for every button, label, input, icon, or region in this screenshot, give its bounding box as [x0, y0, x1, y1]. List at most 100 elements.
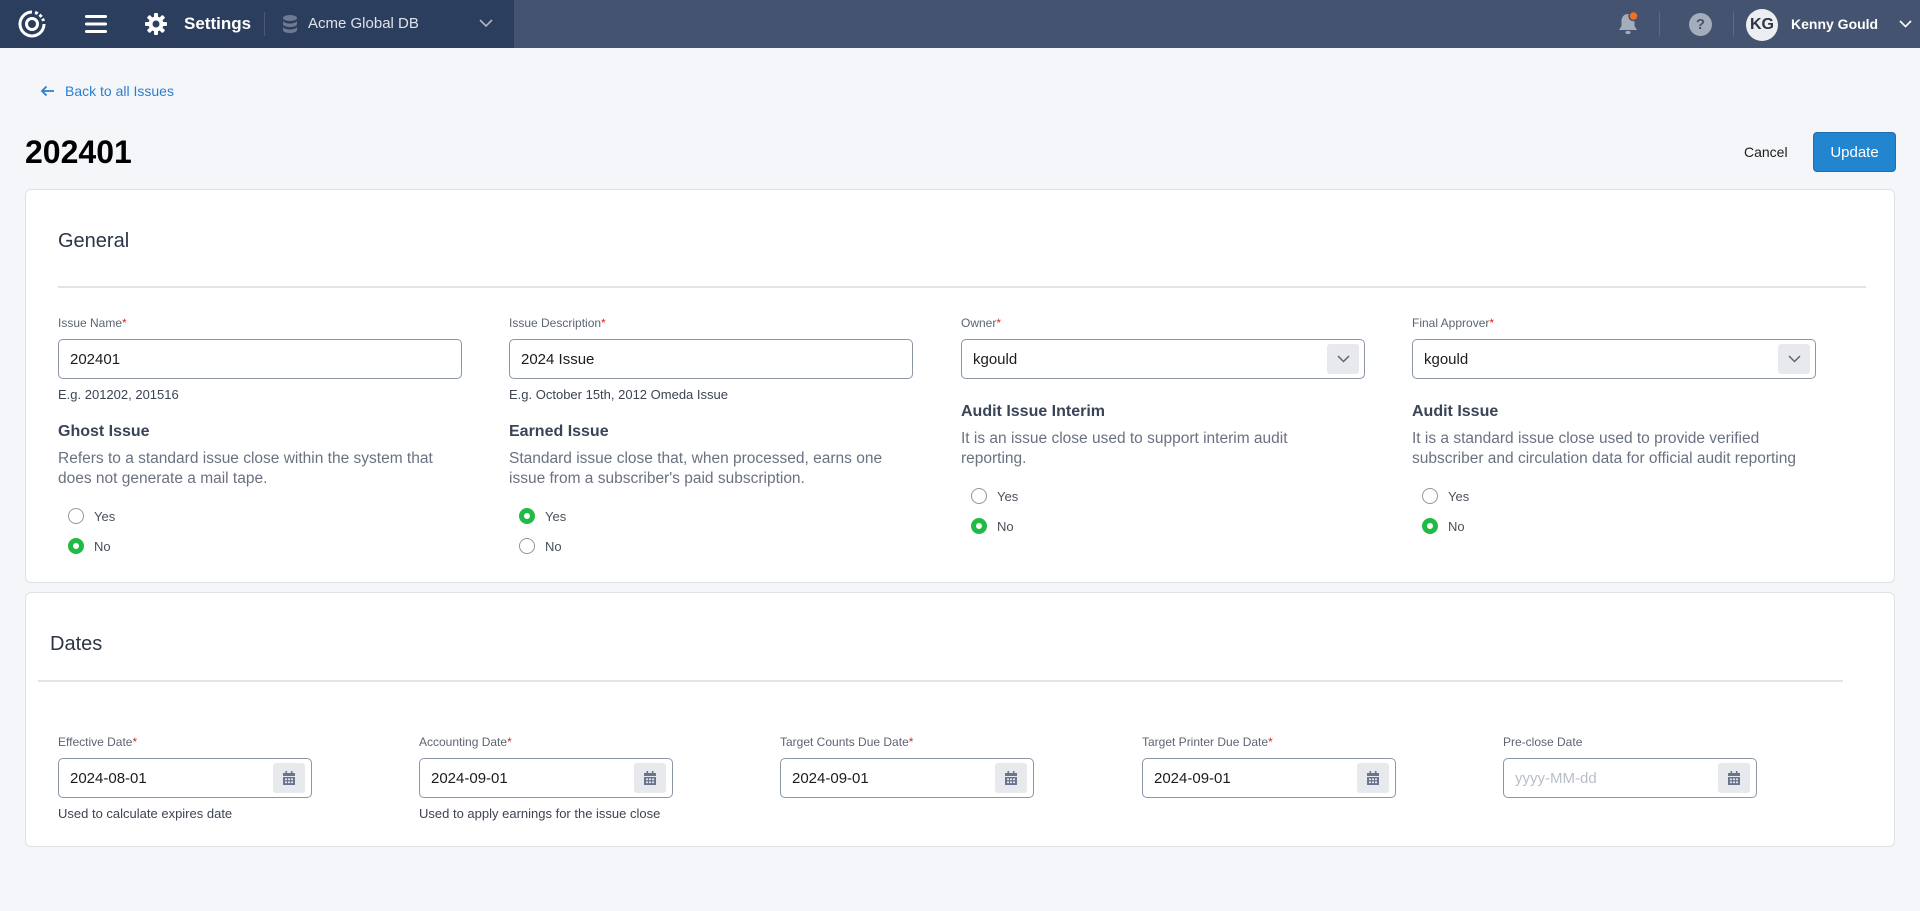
radio-circle-checked[interactable] — [68, 538, 84, 554]
audit-interim-no-radio[interactable]: No — [971, 511, 1365, 541]
radio-circle[interactable] — [1422, 488, 1438, 504]
issue-name-help: E.g. 201202, 201516 — [58, 387, 179, 402]
date-label: Accounting Date — [419, 735, 508, 749]
date-help: Used to apply earnings for the issue clo… — [419, 806, 661, 821]
divider — [38, 680, 1843, 682]
database-selector[interactable]: Acme Global DB — [280, 0, 514, 48]
database-name: Acme Global DB — [308, 15, 419, 32]
date-field: Accounting Date* Used to apply earnings … — [419, 735, 673, 821]
ghost-issue-desc: Refers to a standard issue close within … — [58, 450, 433, 487]
date-input-wrapper[interactable] — [419, 758, 673, 798]
date-input-wrapper[interactable] — [1142, 758, 1396, 798]
date-input-wrapper[interactable] — [1503, 758, 1757, 798]
issue-name-input[interactable]: 202401 — [58, 339, 462, 379]
owner-value: kgould — [973, 350, 1018, 368]
audit-issue-interim-title: Audit Issue Interim — [961, 403, 1106, 420]
radio-circle[interactable] — [971, 488, 987, 504]
audit-issue-desc: It is a standard issue close used to pro… — [1412, 430, 1796, 467]
radio-circle[interactable] — [68, 508, 84, 524]
date-field: Target Counts Due Date* — [780, 735, 1034, 806]
earned-issue-yes-radio[interactable]: Yes — [519, 501, 913, 531]
issue-description-column: Issue Description* 2024 Issue E.g. Octob… — [509, 316, 913, 561]
top-bar: Settings Acme Global DB ? KG Kenny Gould — [0, 0, 1920, 48]
calendar-icon[interactable] — [634, 763, 666, 793]
calendar-icon[interactable] — [1357, 763, 1389, 793]
calendar-icon[interactable] — [273, 763, 305, 793]
radio-label: Yes — [997, 488, 1019, 504]
user-name[interactable]: Kenny Gould — [1791, 16, 1879, 32]
radio-label: Yes — [545, 508, 567, 524]
required-marker: * — [908, 735, 914, 749]
notification-bell-icon[interactable] — [1616, 11, 1640, 37]
radio-label: No — [545, 538, 562, 554]
date-input-wrapper[interactable] — [780, 758, 1034, 798]
radio-circle-checked[interactable] — [971, 518, 987, 534]
audit-issue-yes-radio[interactable]: Yes — [1422, 481, 1816, 511]
date-help: Used to calculate expires date — [58, 806, 233, 821]
app-logo-icon[interactable] — [18, 10, 46, 38]
earned-issue-no-radio[interactable]: No — [519, 531, 913, 561]
date-input[interactable] — [431, 769, 611, 787]
audit-issue-no-radio[interactable]: No — [1422, 511, 1816, 541]
cancel-button[interactable]: Cancel — [1730, 132, 1802, 171]
date-label: Effective Date — [58, 735, 133, 749]
date-label: Target Printer Due Date — [1142, 735, 1269, 749]
gear-icon — [145, 13, 167, 35]
owner-select[interactable]: kgould — [961, 339, 1365, 379]
required-marker: * — [122, 316, 127, 330]
divider — [1733, 12, 1734, 36]
radio-circle-checked[interactable] — [519, 508, 535, 524]
required-marker: * — [507, 735, 512, 749]
radio-label: No — [94, 538, 111, 554]
issue-name-label: Issue Name — [58, 316, 123, 330]
required-marker: * — [996, 316, 1002, 330]
radio-circle[interactable] — [519, 538, 535, 554]
chevron-down-icon[interactable] — [1327, 344, 1359, 374]
audit-issue-interim-desc: It is an issue close used to support int… — [961, 430, 1288, 467]
avatar[interactable]: KG — [1746, 9, 1778, 41]
date-field: Target Printer Due Date* — [1142, 735, 1396, 806]
owner-label: Owner — [961, 316, 997, 330]
radio-label: Yes — [94, 508, 116, 524]
back-to-issues-link[interactable]: Back to all Issues — [40, 83, 174, 99]
required-marker: * — [1489, 316, 1495, 330]
issue-description-input[interactable]: 2024 Issue — [509, 339, 913, 379]
ghost-issue-yes-radio[interactable]: Yes — [68, 501, 462, 531]
dates-card: Dates Effective Date* Used to calculate … — [25, 592, 1895, 847]
back-link-label: Back to all Issues — [65, 83, 174, 99]
issue-description-help: E.g. October 15th, 2012 Omeda Issue — [509, 387, 728, 402]
date-field: Effective Date* Used to calculate expire… — [58, 735, 312, 821]
date-input[interactable] — [792, 769, 972, 787]
ghost-issue-no-radio[interactable]: No — [68, 531, 462, 561]
update-button[interactable]: Update — [1813, 132, 1896, 172]
date-input[interactable] — [70, 769, 250, 787]
page-title: 202401 — [25, 134, 132, 170]
date-input[interactable] — [1515, 769, 1695, 787]
chevron-down-icon[interactable] — [1778, 344, 1810, 374]
final-approver-select[interactable]: kgould — [1412, 339, 1816, 379]
earned-issue-desc: Standard issue close that, when processe… — [509, 450, 883, 487]
owner-column: Owner* kgould Audit Issue Interim It is … — [961, 316, 1365, 541]
audit-interim-yes-radio[interactable]: Yes — [971, 481, 1365, 511]
ghost-issue-title: Ghost Issue — [58, 423, 150, 440]
hamburger-menu-icon[interactable] — [85, 14, 107, 34]
general-card: General Issue Name* 202401 E.g. 201202, … — [25, 189, 1895, 583]
radio-circle-checked[interactable] — [1422, 518, 1438, 534]
divider — [58, 286, 1866, 288]
required-marker: * — [601, 316, 606, 330]
required-marker: * — [132, 735, 138, 749]
calendar-icon[interactable] — [995, 763, 1027, 793]
radio-label: No — [997, 518, 1014, 534]
calendar-icon[interactable] — [1718, 763, 1750, 793]
final-approver-label: Final Approver — [1412, 316, 1490, 330]
date-input-wrapper[interactable] — [58, 758, 312, 798]
audit-issue-title: Audit Issue — [1412, 403, 1499, 420]
user-menu-chevron-icon[interactable] — [1899, 20, 1912, 28]
divider — [264, 12, 265, 36]
help-icon[interactable]: ? — [1689, 13, 1712, 36]
date-input[interactable] — [1154, 769, 1334, 787]
final-approver-value: kgould — [1424, 350, 1469, 368]
dates-heading: Dates — [50, 633, 103, 655]
arrow-left-icon — [40, 85, 54, 97]
database-icon — [283, 15, 297, 33]
